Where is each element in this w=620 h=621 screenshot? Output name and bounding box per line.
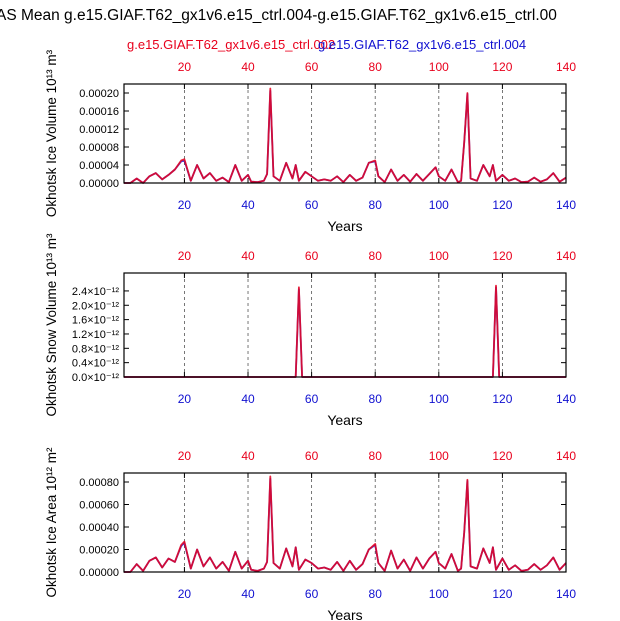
x-tick-label-top: 100 [429,249,449,263]
x-tick-label-top: 120 [492,60,512,74]
x-tick-label-top: 140 [556,449,576,463]
y-tick-label: 0.00012 [79,124,119,136]
y-tick-label: 0.00040 [79,522,119,534]
series-line-red [124,87,567,184]
y-tick-label: 0.00080 [79,477,119,489]
y-tick-label: 0.00020 [79,88,119,100]
y-tick-label: 2.4×10⁻¹² [72,286,119,298]
x-tick-label-top: 20 [178,60,192,74]
x-tick-label-top: 100 [429,449,449,463]
x-tick-label-top: 60 [305,60,319,74]
panel-2: 0.0×10⁻¹² 0.4×10⁻¹² 0.8×10⁻¹² 1.2×10⁻¹² 1.6×… [44,233,576,428]
series-line-blue [124,477,567,573]
x-tick-label-bottom: 40 [241,587,255,601]
x-axis-label: Years [327,412,362,428]
x-tick-label-top: 80 [369,449,383,463]
x-tick-label-top: 80 [369,249,383,263]
panel-1: 0.00000 0.00004 0.00008 0.00012 0.00016 0.000… [44,49,576,234]
x-tick-label-bottom: 40 [241,392,255,406]
y-tick-label: 2.0×10⁻¹² [72,300,119,312]
x-tick-label-bottom: 140 [556,392,576,406]
y-axis-label: Okhotsk Ice Area 10¹² m² [44,447,59,598]
x-tick-label-bottom: 60 [305,198,319,212]
y-tick-label: 0.00004 [79,160,119,172]
plot-frame [123,472,567,573]
y-tick-label: 1.2×10⁻¹² [72,329,119,341]
series-line-blue [124,89,567,184]
x-tick-label-top: 80 [369,60,383,74]
x-tick-label-bottom: 120 [492,587,512,601]
x-tick-label-bottom: 20 [178,587,192,601]
plot-frame [123,83,567,184]
y-tick-label: 0.8×10⁻¹² [72,343,119,355]
x-tick-label-top: 20 [178,249,192,263]
series-line-red [124,284,566,378]
x-tick-label-bottom: 140 [556,587,576,601]
y-tick-label: 0.00000 [79,178,119,190]
x-tick-label-bottom: 20 [178,198,192,212]
x-tick-label-bottom: 60 [305,587,319,601]
x-tick-label-top: 120 [492,449,512,463]
y-axis-label: Okhotsk Ice Volume 10¹³ m³ [44,49,59,217]
figure-title: AS Mean g.e15.GIAF.T62_gx1v6.e15_ctrl.00… [0,7,557,24]
legend-blue-label: g.e15.GIAF.T62_gx1v6.e15_ctrl.004 [318,37,526,52]
x-tick-label-bottom: 120 [492,198,512,212]
x-tick-label-bottom: 120 [492,392,512,406]
x-tick-label-top: 60 [305,249,319,263]
x-tick-label-bottom: 80 [369,587,383,601]
x-tick-label-bottom: 100 [429,392,449,406]
y-tick-label: 0.00020 [79,545,119,557]
y-tick-label: 1.6×10⁻¹² [72,315,119,327]
x-tick-label-top: 40 [241,449,255,463]
x-tick-label-top: 140 [556,60,576,74]
x-tick-label-top: 120 [492,249,512,263]
x-axis-label: Years [327,607,362,621]
chart-panels: 0.00000 0.00004 0.00008 0.00012 0.00016 0.000… [44,49,576,621]
x-tick-label-top: 40 [241,60,255,74]
y-tick-label: 0.00060 [79,500,119,512]
x-tick-label-top: 100 [429,60,449,74]
x-tick-label-bottom: 80 [369,198,383,212]
x-tick-label-top: 40 [241,249,255,263]
y-tick-label: 0.00000 [79,567,119,579]
y-tick-label: 0.4×10⁻¹² [72,358,119,370]
x-tick-label-top: 60 [305,449,319,463]
x-tick-label-bottom: 80 [369,392,383,406]
x-tick-label-bottom: 140 [556,198,576,212]
x-tick-label-bottom: 100 [429,587,449,601]
y-tick-label: 0.00008 [79,142,119,154]
y-tick-label: 0.0×10⁻¹² [72,372,119,384]
x-axis-label: Years [327,218,362,234]
legend-red-label: g.e15.GIAF.T62_gx1v6.e15_ctrl.002 [127,37,335,52]
y-tick-label: 0.00016 [79,106,119,118]
panel-3: 0.00000 0.00020 0.00040 0.00060 0.00080 20 20 4… [44,447,576,621]
x-tick-label-bottom: 40 [241,198,255,212]
x-tick-label-top: 20 [178,449,192,463]
x-tick-label-bottom: 60 [305,392,319,406]
x-tick-label-bottom: 100 [429,198,449,212]
x-tick-label-bottom: 20 [178,392,192,406]
series-line-blue [124,286,566,378]
series-line-red [124,475,567,573]
x-tick-label-top: 140 [556,249,576,263]
y-axis-label: Okhotsk Snow Volume 10¹³ m³ [44,233,59,417]
plot-frame [123,272,567,378]
